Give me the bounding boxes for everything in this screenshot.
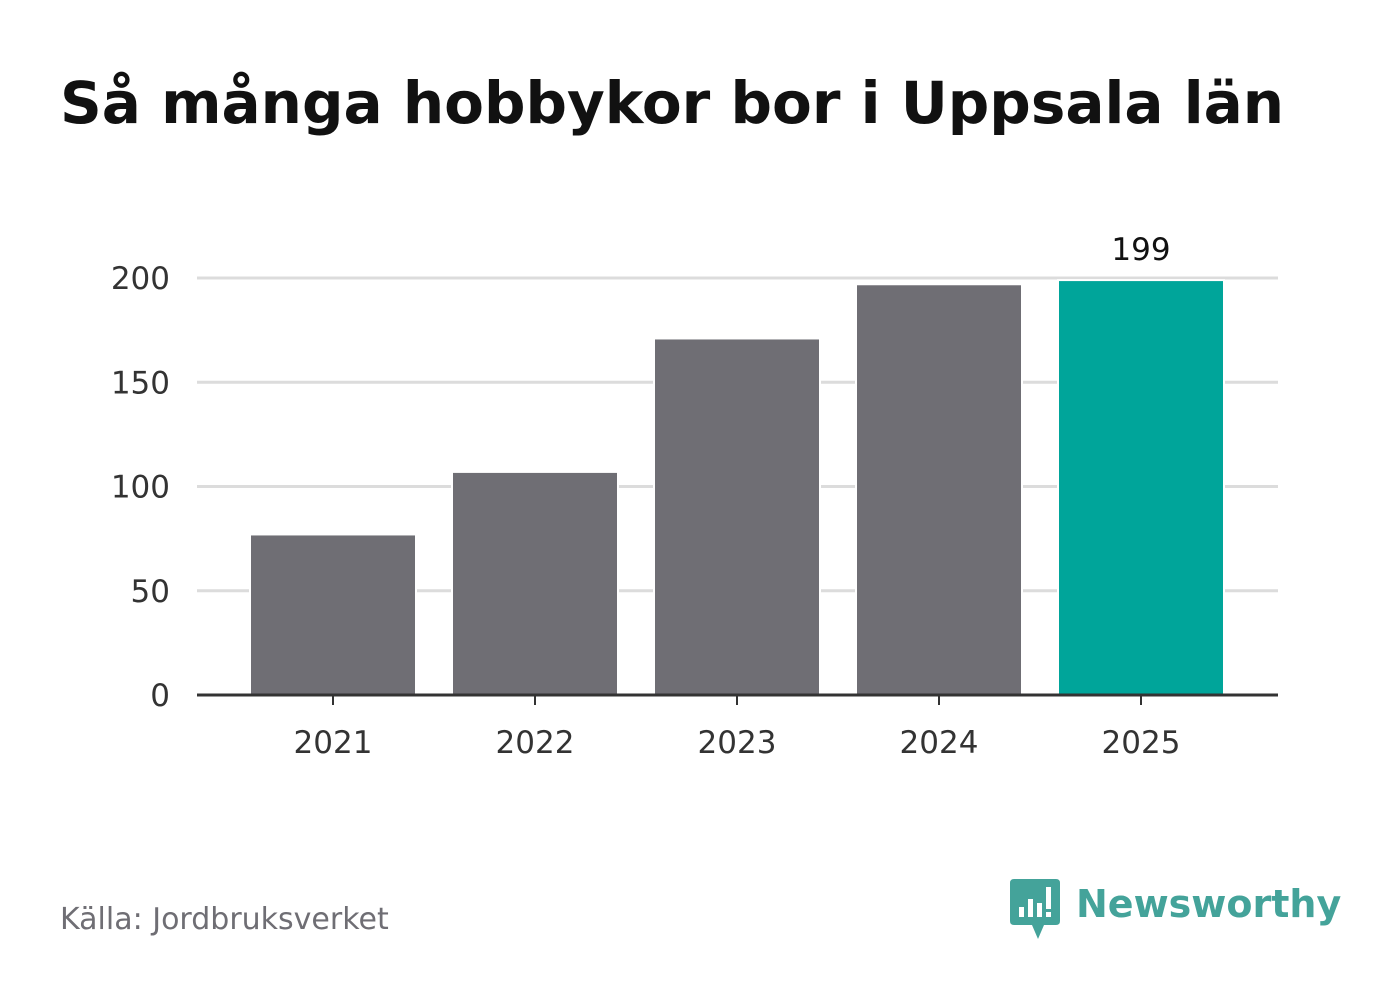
axis-layer xyxy=(197,693,1278,705)
brand-logo: Newsworthy xyxy=(1010,878,1341,942)
x-tick-label: 2024 xyxy=(900,725,979,761)
data-label: 199 xyxy=(1111,232,1170,268)
brand-name: Newsworthy xyxy=(1076,882,1342,926)
x-tick-label: 2021 xyxy=(294,725,373,761)
x-tick-label: 2022 xyxy=(496,725,575,761)
x-tick-label: 2023 xyxy=(698,725,777,761)
bar-2022 xyxy=(451,470,619,696)
bar-2024 xyxy=(855,283,1023,696)
y-tick-label: 100 xyxy=(111,470,170,506)
y-tick-label: 200 xyxy=(111,261,170,297)
x-tick-label: 2025 xyxy=(1102,725,1181,761)
label-layer: 0 50 100 150 200 2021 2022 2023 2024 2025 199 xyxy=(111,232,1181,761)
bar-2025 xyxy=(1057,279,1225,696)
source-note: Källa: Jordbruksverket xyxy=(60,902,389,937)
y-tick-label: 50 xyxy=(131,574,170,610)
bar-2023 xyxy=(653,337,821,696)
y-tick-label: 0 xyxy=(150,678,170,714)
newsworthy-chart-bubble-icon xyxy=(1010,879,1060,939)
bar-2021 xyxy=(249,533,417,697)
y-tick-label: 150 xyxy=(111,365,170,401)
bar-layer xyxy=(249,279,1225,697)
chart-title: Så många hobbykor bor i Uppsala län xyxy=(60,69,1285,137)
